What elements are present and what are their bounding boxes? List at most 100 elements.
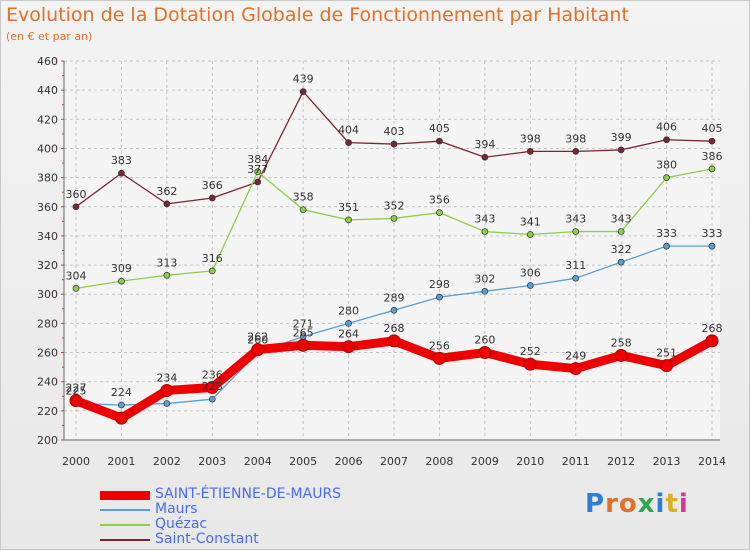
data-label: 258 [611, 336, 632, 349]
proxiti-logo: Proxiti [585, 489, 689, 519]
data-point [118, 169, 125, 177]
x-tick-label: 2009 [471, 455, 499, 468]
data-point [526, 231, 534, 238]
data-label: 439 [293, 73, 314, 86]
data-label: 333 [656, 227, 677, 240]
data-label: 316 [202, 252, 223, 265]
data-point [208, 194, 216, 202]
data-label: 377 [247, 163, 268, 176]
data-point [523, 357, 537, 371]
data-label: 360 [66, 188, 87, 201]
data-label: 399 [611, 131, 632, 144]
data-point [345, 320, 352, 327]
x-tick-label: 2004 [244, 455, 272, 468]
data-point [163, 271, 171, 279]
y-tick-label: 280 [37, 317, 58, 330]
data-label: 398 [565, 132, 586, 145]
y-tick-label: 440 [37, 84, 58, 97]
data-point [708, 137, 716, 145]
data-point [708, 165, 716, 173]
data-point [254, 178, 262, 186]
y-tick-label: 360 [37, 201, 58, 214]
data-label: 304 [66, 269, 87, 282]
data-point [572, 228, 580, 235]
data-point [617, 258, 625, 266]
x-tick-label: 2000 [62, 455, 90, 468]
data-point [526, 148, 534, 155]
data-point [342, 340, 356, 354]
data-label: 394 [474, 138, 495, 151]
data-point [118, 277, 125, 285]
data-point [526, 282, 534, 289]
data-label: 343 [611, 213, 632, 226]
data-label: 268 [384, 322, 405, 335]
logo-letter: i [655, 489, 666, 519]
data-point [390, 306, 398, 314]
data-label: 404 [338, 124, 359, 137]
data-label: 358 [293, 191, 314, 204]
data-label: 383 [111, 154, 132, 167]
data-point [617, 228, 625, 235]
y-tick-label: 220 [37, 405, 58, 418]
data-point [118, 401, 125, 409]
x-tick-label: 2006 [335, 455, 363, 468]
data-label: 227 [66, 382, 87, 395]
data-point [390, 140, 398, 148]
legend-swatch [100, 524, 150, 526]
data-point [208, 267, 216, 275]
data-label: 298 [429, 278, 450, 291]
y-tick-label: 460 [37, 55, 58, 68]
data-label: 302 [474, 272, 495, 285]
data-label: 234 [156, 371, 177, 384]
x-tick-label: 2013 [653, 455, 681, 468]
data-label: 265 [293, 326, 314, 339]
data-label: 313 [156, 256, 177, 269]
x-tick-label: 2014 [698, 455, 726, 468]
data-label: 356 [429, 194, 450, 207]
data-point [481, 228, 489, 235]
data-label: 280 [338, 304, 359, 317]
x-tick-label: 2010 [516, 455, 544, 468]
y-tick-label: 340 [37, 230, 58, 243]
data-point [205, 381, 219, 395]
x-tick-label: 2012 [607, 455, 635, 468]
y-tick-label: 320 [37, 259, 58, 272]
data-label: 405 [702, 122, 723, 135]
data-label: 225 [66, 385, 87, 398]
data-point [69, 394, 83, 408]
data-label: 311 [565, 259, 586, 272]
data-label: 343 [474, 213, 495, 226]
logo-letter: i [678, 489, 689, 519]
data-label: 264 [338, 328, 359, 341]
x-tick-label: 2011 [562, 455, 590, 468]
data-point [569, 362, 583, 376]
logo-letter: o [618, 489, 638, 519]
data-point [572, 274, 580, 282]
data-point [390, 215, 398, 222]
logo-letter: t [665, 489, 679, 519]
data-label: 251 [656, 347, 677, 360]
data-labels: 227 234 236 262 265 264 268 256 260 252 249 258 251 2… [66, 73, 723, 399]
x-tick-label: 2003 [198, 455, 226, 468]
data-point [660, 359, 674, 373]
data-label: 386 [702, 150, 723, 163]
data-label: 256 [429, 339, 450, 352]
legend-label: Quézac [155, 516, 208, 532]
data-point [254, 168, 262, 176]
data-label: 289 [384, 291, 405, 304]
y-tick-label: 420 [37, 113, 58, 126]
y-tick-label: 300 [37, 288, 58, 301]
data-label: 362 [156, 185, 177, 198]
data-point [436, 137, 443, 145]
data-point [387, 334, 401, 348]
data-point [114, 411, 128, 425]
data-point [345, 139, 352, 146]
data-label: 249 [565, 350, 586, 363]
axes: 200 220 240 260 280 300 320 340 360 380 400 420 440 4… [37, 55, 726, 468]
data-point [432, 351, 446, 365]
data-point [481, 153, 489, 161]
data-point [663, 174, 670, 181]
x-tick-label: 2001 [107, 455, 135, 468]
legend-label: Maurs [155, 501, 198, 517]
data-point [345, 216, 352, 224]
